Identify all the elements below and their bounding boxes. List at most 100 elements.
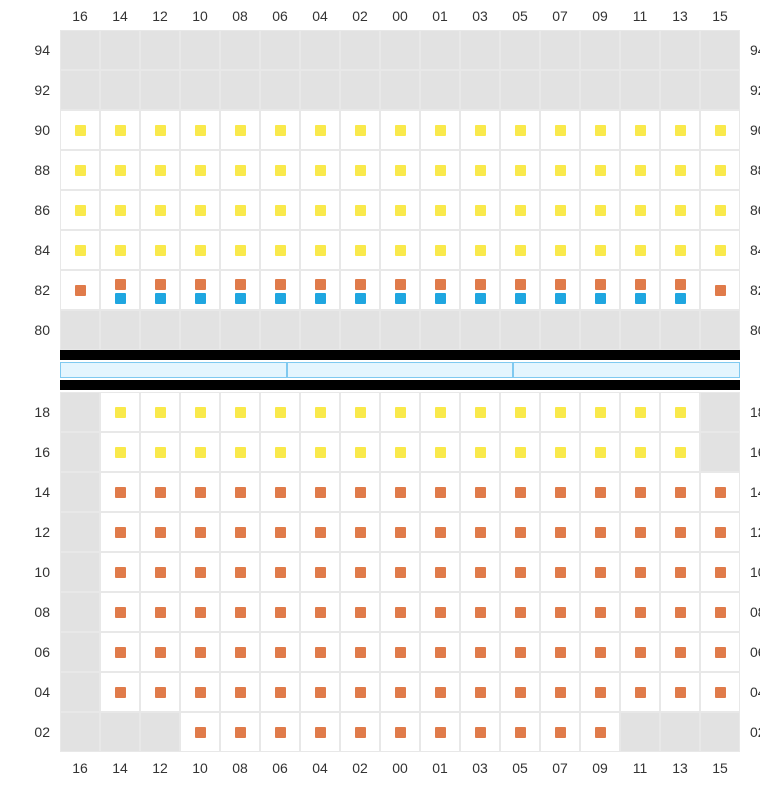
seat-marker[interactable] [115,647,126,658]
seat-marker[interactable] [675,647,686,658]
seat-marker[interactable] [635,447,646,458]
seat-marker[interactable] [275,567,286,578]
seat-marker[interactable] [475,165,486,176]
seat-marker[interactable] [435,245,446,256]
seat-marker[interactable] [275,727,286,738]
seat-marker[interactable] [195,293,206,304]
seat-marker[interactable] [315,125,326,136]
seat-marker[interactable] [595,687,606,698]
seat-marker[interactable] [395,487,406,498]
seat-marker[interactable] [115,527,126,538]
seat-marker[interactable] [475,125,486,136]
seat-marker[interactable] [475,487,486,498]
seat-marker[interactable] [355,245,366,256]
seat-marker[interactable] [275,165,286,176]
seat-marker[interactable] [435,293,446,304]
seat-marker[interactable] [675,279,686,290]
seat-marker[interactable] [475,607,486,618]
seat-marker[interactable] [435,125,446,136]
seat-marker[interactable] [715,607,726,618]
seat-marker[interactable] [515,205,526,216]
seat-marker[interactable] [275,125,286,136]
seat-marker[interactable] [515,447,526,458]
seat-marker[interactable] [235,205,246,216]
seat-marker[interactable] [275,279,286,290]
seat-marker[interactable] [355,487,366,498]
seat-marker[interactable] [475,279,486,290]
seat-marker[interactable] [675,687,686,698]
seat-marker[interactable] [235,125,246,136]
seat-marker[interactable] [355,165,366,176]
seat-marker[interactable] [195,279,206,290]
seat-marker[interactable] [155,487,166,498]
seat-marker[interactable] [195,245,206,256]
seat-marker[interactable] [595,125,606,136]
seat-marker[interactable] [235,245,246,256]
seat-marker[interactable] [635,165,646,176]
seat-marker[interactable] [675,245,686,256]
seat-marker[interactable] [515,293,526,304]
seat-marker[interactable] [475,205,486,216]
seat-marker[interactable] [115,165,126,176]
seat-marker[interactable] [435,447,446,458]
seat-marker[interactable] [635,567,646,578]
seat-marker[interactable] [675,293,686,304]
seat-marker[interactable] [715,567,726,578]
seat-marker[interactable] [355,727,366,738]
seat-marker[interactable] [515,527,526,538]
seat-marker[interactable] [555,245,566,256]
seat-marker[interactable] [75,285,86,296]
seat-marker[interactable] [595,279,606,290]
seat-marker[interactable] [675,205,686,216]
seat-marker[interactable] [435,727,446,738]
seat-marker[interactable] [195,205,206,216]
seat-marker[interactable] [315,487,326,498]
seat-marker[interactable] [555,727,566,738]
seat-marker[interactable] [515,687,526,698]
seat-marker[interactable] [315,687,326,698]
seat-marker[interactable] [475,293,486,304]
seat-marker[interactable] [275,205,286,216]
seat-marker[interactable] [395,447,406,458]
seat-marker[interactable] [515,165,526,176]
seat-marker[interactable] [435,279,446,290]
seat-marker[interactable] [555,407,566,418]
seat-marker[interactable] [315,245,326,256]
seat-marker[interactable] [155,567,166,578]
seat-marker[interactable] [195,165,206,176]
seat-marker[interactable] [235,727,246,738]
seat-marker[interactable] [555,527,566,538]
seat-marker[interactable] [115,125,126,136]
seat-marker[interactable] [555,647,566,658]
seat-marker[interactable] [115,567,126,578]
seat-marker[interactable] [515,487,526,498]
seat-marker[interactable] [515,407,526,418]
seat-marker[interactable] [635,205,646,216]
seat-marker[interactable] [275,647,286,658]
seat-marker[interactable] [595,607,606,618]
seat-marker[interactable] [395,293,406,304]
seat-marker[interactable] [715,527,726,538]
seat-marker[interactable] [395,687,406,698]
seat-marker[interactable] [315,647,326,658]
seat-marker[interactable] [475,527,486,538]
seat-marker[interactable] [515,727,526,738]
seat-marker[interactable] [435,567,446,578]
seat-marker[interactable] [195,527,206,538]
seat-marker[interactable] [115,407,126,418]
seat-marker[interactable] [635,687,646,698]
seat-marker[interactable] [715,647,726,658]
seat-marker[interactable] [275,245,286,256]
seat-marker[interactable] [235,407,246,418]
seat-marker[interactable] [235,165,246,176]
seat-marker[interactable] [515,607,526,618]
seat-marker[interactable] [595,727,606,738]
seat-marker[interactable] [235,487,246,498]
seat-marker[interactable] [595,245,606,256]
seat-marker[interactable] [435,205,446,216]
seat-marker[interactable] [395,125,406,136]
seat-marker[interactable] [635,647,646,658]
seat-marker[interactable] [115,487,126,498]
seat-marker[interactable] [235,647,246,658]
seat-marker[interactable] [635,607,646,618]
